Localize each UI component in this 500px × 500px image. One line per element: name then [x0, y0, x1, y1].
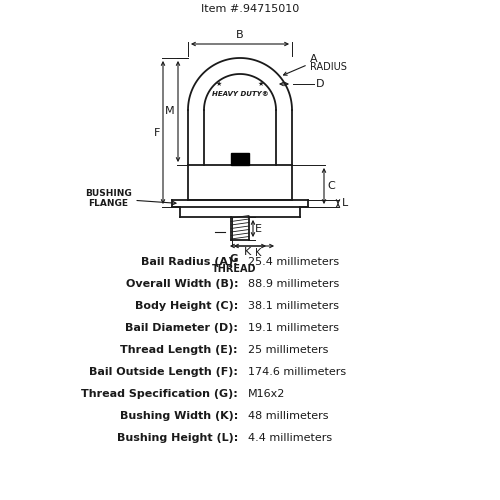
Text: 4.4 millimeters: 4.4 millimeters [248, 433, 332, 443]
Text: 25 millimeters: 25 millimeters [248, 345, 328, 355]
Text: 25.4 millimeters: 25.4 millimeters [248, 257, 339, 267]
Text: Thread Specification (G):: Thread Specification (G): [81, 389, 238, 399]
Text: Bail Diameter (D):: Bail Diameter (D): [125, 323, 238, 333]
Text: G: G [230, 254, 238, 264]
Text: Overall Width (B):: Overall Width (B): [126, 279, 238, 289]
Text: Bail Outside Length (F):: Bail Outside Length (F): [89, 367, 238, 377]
Text: BUSHING
FLANGE: BUSHING FLANGE [84, 189, 176, 208]
Text: ★: ★ [216, 81, 222, 87]
Text: Bushing Width (K):: Bushing Width (K): [120, 411, 238, 421]
Text: Thread Length (E):: Thread Length (E): [120, 345, 238, 355]
Text: K: K [255, 248, 261, 258]
Text: F: F [154, 128, 160, 138]
Text: Bail Radius (A):: Bail Radius (A): [142, 257, 238, 267]
Text: Bushing Height (L):: Bushing Height (L): [117, 433, 238, 443]
Text: 88.9 millimeters: 88.9 millimeters [248, 279, 339, 289]
Text: A: A [310, 54, 318, 64]
Text: 174.6 millimeters: 174.6 millimeters [248, 367, 346, 377]
Text: L: L [342, 198, 348, 208]
Text: HEAVY DUTY®: HEAVY DUTY® [212, 91, 268, 97]
Text: D: D [316, 79, 324, 89]
Text: 38.1 millimeters: 38.1 millimeters [248, 301, 339, 311]
Text: K: K [244, 247, 252, 257]
Text: 48 millimeters: 48 millimeters [248, 411, 328, 421]
Text: C: C [327, 181, 335, 191]
Text: ★: ★ [258, 81, 264, 87]
Text: THREAD: THREAD [212, 264, 256, 274]
Text: Item #.94715010: Item #.94715010 [201, 4, 299, 14]
Text: 19.1 millimeters: 19.1 millimeters [248, 323, 339, 333]
Text: M: M [166, 106, 175, 117]
Text: B: B [236, 30, 244, 40]
Polygon shape [231, 153, 249, 165]
Text: E: E [255, 224, 262, 234]
Text: Body Height (C):: Body Height (C): [135, 301, 238, 311]
Text: M16x2: M16x2 [248, 389, 286, 399]
Text: RADIUS: RADIUS [310, 62, 346, 72]
